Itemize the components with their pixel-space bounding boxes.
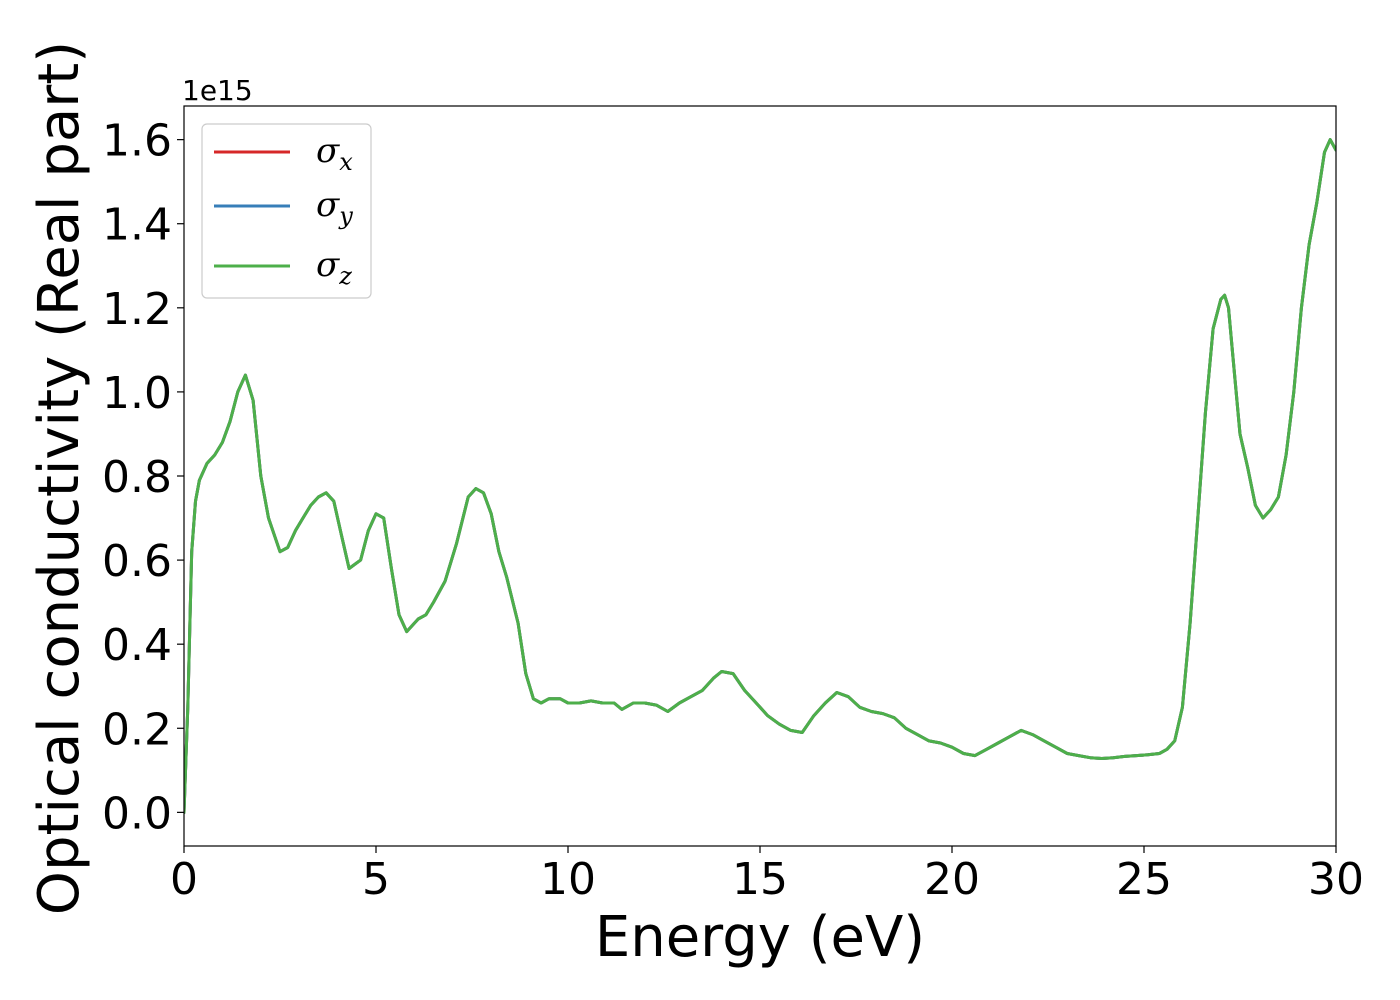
- x-tick-label: 0: [170, 854, 198, 905]
- y-tick-label: 0.4: [102, 620, 172, 671]
- y-tick-label: 1.6: [102, 116, 172, 167]
- y-axis-label: Optical conductivity (Real part): [27, 41, 92, 915]
- x-tick-label: 5: [362, 854, 390, 905]
- series-line-3: [184, 138, 1336, 814]
- legend-subscript: x: [339, 148, 353, 176]
- legend-symbol: σ: [316, 245, 340, 285]
- legend-symbol: σ: [316, 131, 340, 171]
- y-tick-label: 1.2: [102, 284, 172, 335]
- series-layer: [184, 138, 1336, 814]
- y-tick-label: 0.6: [102, 536, 172, 587]
- x-tick-label: 15: [732, 854, 788, 905]
- legend-subscript: y: [338, 202, 353, 230]
- legend-label: σz: [316, 245, 352, 290]
- y-tick-label: 1.4: [102, 200, 172, 251]
- x-tick-label: 25: [1116, 854, 1172, 905]
- legend-box: [201, 123, 372, 299]
- y-axis-ticks: 0.0 0.2 0.4 0.6 0.8 1.0 1.2 1.4 1.6: [102, 116, 184, 839]
- x-tick-label: 30: [1308, 854, 1364, 905]
- legend-label: σy: [316, 185, 353, 230]
- y-offset-label: 1e15: [182, 74, 253, 107]
- x-axis-ticks: 0 5 10 15 20 25 30: [170, 846, 1364, 905]
- legend-label: σx: [316, 131, 353, 176]
- legend-subscript: z: [338, 262, 352, 290]
- x-axis-label: Energy (eV): [595, 905, 925, 970]
- y-tick-label: 1.0: [102, 368, 172, 419]
- x-tick-label: 20: [924, 854, 980, 905]
- x-tick-label: 10: [540, 854, 596, 905]
- legend-symbol: σ: [316, 185, 340, 225]
- y-tick-label: 0.2: [102, 704, 172, 755]
- y-tick-label: 0.8: [102, 452, 172, 503]
- y-tick-label: 0.0: [102, 788, 172, 839]
